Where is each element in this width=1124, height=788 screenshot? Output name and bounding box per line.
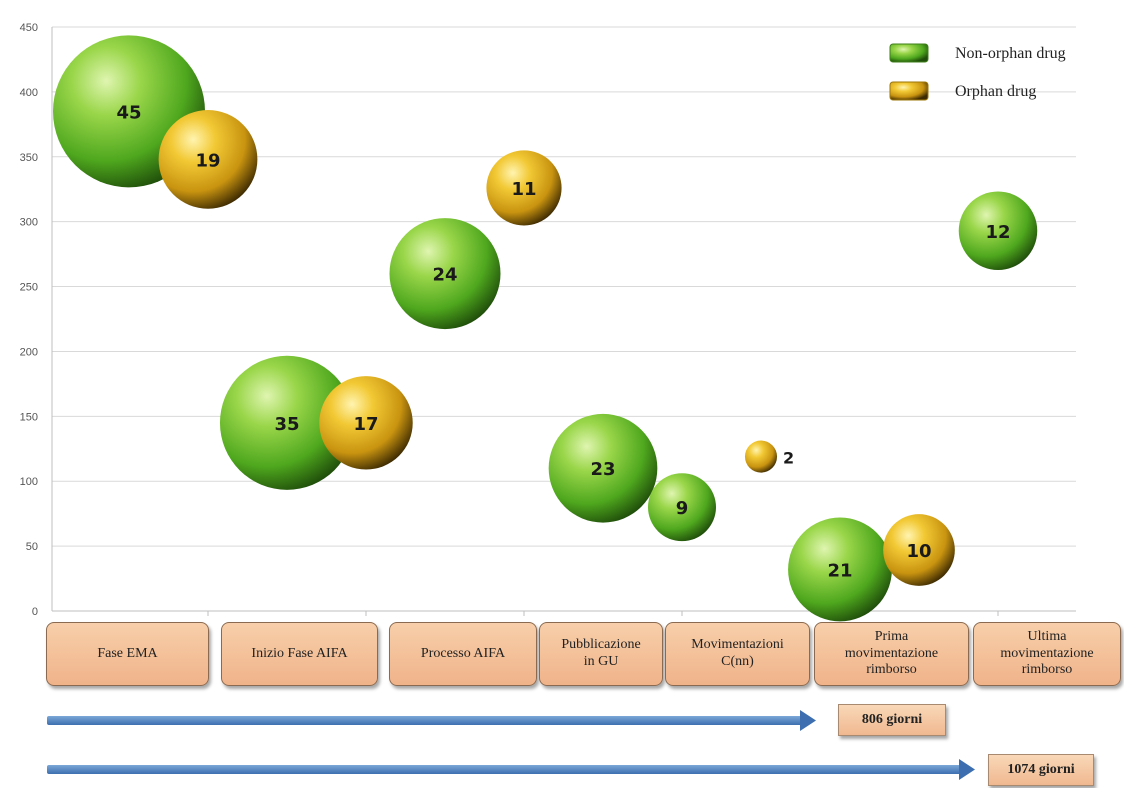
days-count-box: 806 giorni <box>838 704 946 736</box>
y-tick-label: 100 <box>20 476 38 488</box>
phase-box: Ultima movimentazione rimborso <box>973 622 1121 686</box>
y-tick-label: 300 <box>20 217 38 229</box>
non-orphan-bubble <box>648 473 716 542</box>
y-tick-label: 400 <box>20 87 38 99</box>
non-orphan-bubble <box>958 191 1038 270</box>
bubbles: 45 19 35 17 24 11 23 9 2 21 10 12 <box>53 35 1038 622</box>
bubble-value-label: 2 <box>783 449 794 468</box>
bubble-value-label: 19 <box>195 150 220 171</box>
legend-entry: Orphan drug <box>955 83 1036 100</box>
orphan-bubble <box>486 150 562 226</box>
orphan-bubble <box>883 514 955 586</box>
bubble-value-label: 35 <box>274 414 299 435</box>
orphan-bubble <box>744 440 778 473</box>
bubble-value-label: 23 <box>590 459 615 480</box>
phase-box: Prima movimentazione rimborso <box>814 622 969 686</box>
phase-box: Inizio Fase AIFA <box>221 622 378 686</box>
y-tick-label: 0 <box>32 606 38 618</box>
legend-swatch <box>889 43 929 63</box>
bubble-value-label: 45 <box>116 102 141 123</box>
bubble-value-label: 11 <box>511 179 536 200</box>
axes: 0 50 100 150 200 250 300 350 400 450 <box>20 22 1076 618</box>
y-tick-label: 200 <box>20 346 38 358</box>
y-tick-label: 350 <box>20 152 38 164</box>
timeline-arrows <box>47 710 975 780</box>
legend-entry: Non-orphan drug <box>955 45 1066 62</box>
y-tick-label: 150 <box>20 411 38 423</box>
non-orphan-bubble <box>219 355 355 490</box>
bubble-value-label: 9 <box>676 498 689 519</box>
y-tick-label: 250 <box>20 282 38 294</box>
y-tick-label: 50 <box>26 541 38 553</box>
orphan-bubble <box>158 109 258 209</box>
legend: Non-orphan drug Orphan drug <box>889 43 1066 101</box>
bubble-value-label: 24 <box>432 265 457 286</box>
timeline-arrow-head <box>800 710 816 731</box>
orphan-bubble <box>319 376 413 470</box>
timeline-arrow-head <box>959 759 975 780</box>
legend-swatch <box>889 81 929 101</box>
bubble-value-label: 10 <box>906 541 931 562</box>
non-orphan-bubble <box>389 218 501 330</box>
non-orphan-bubble <box>788 517 892 622</box>
days-count-box: 1074 giorni <box>988 754 1094 786</box>
bubble-value-label: 12 <box>985 222 1010 243</box>
phase-box: Fase EMA <box>46 622 209 686</box>
bubble-value-label: 17 <box>353 414 378 435</box>
bubble-value-label: 21 <box>827 560 852 581</box>
phase-box: Pubblicazione in GU <box>539 622 663 686</box>
timeline-arrow-shaft <box>47 716 802 725</box>
phase-box: Processo AIFA <box>389 622 537 686</box>
y-tick-label: 450 <box>20 22 38 34</box>
phase-box: Movimentazioni C(nn) <box>665 622 810 686</box>
non-orphan-bubble <box>548 413 658 523</box>
timeline-arrow-shaft <box>47 765 961 774</box>
